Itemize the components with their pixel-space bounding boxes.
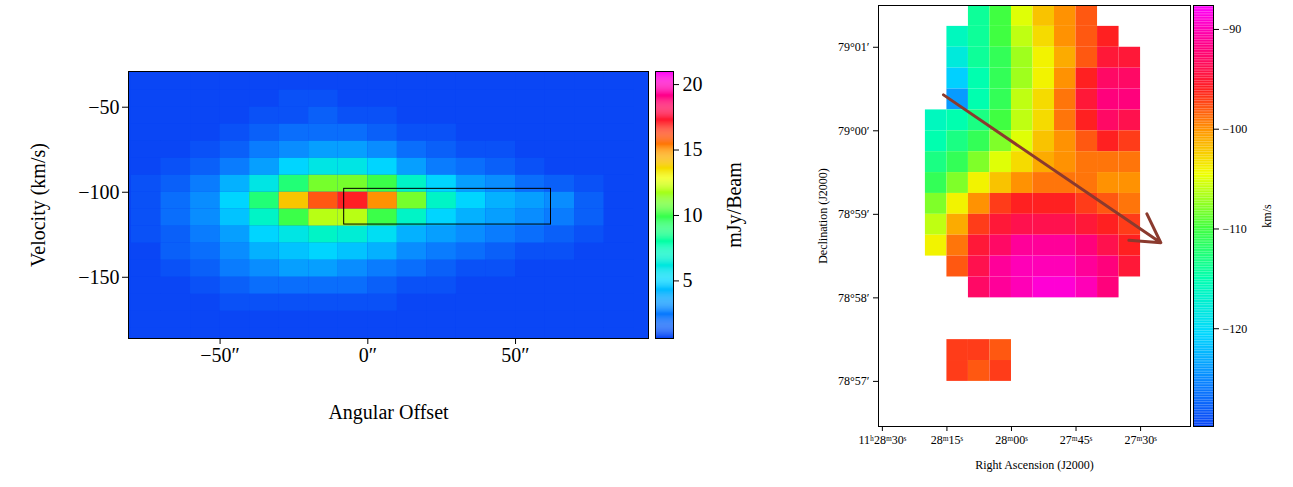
svg-text:78°57′: 78°57′ [838, 374, 870, 388]
svg-text:Declination (J2000): Declination (J2000) [816, 168, 830, 264]
svg-text:50″: 50″ [501, 344, 529, 366]
svg-text:10: 10 [683, 204, 703, 226]
svg-text:79°01′: 79°01′ [838, 40, 870, 54]
svg-text:−150: −150 [78, 266, 119, 288]
svg-text:mJy/Beam: mJy/Beam [723, 162, 746, 248]
svg-text:5: 5 [683, 269, 693, 291]
svg-text:km/s: km/s [1260, 204, 1274, 228]
svg-text:28ᵐ15ˢ: 28ᵐ15ˢ [931, 433, 964, 447]
svg-text:15: 15 [683, 138, 703, 160]
svg-text:−50″: −50″ [200, 344, 240, 366]
svg-text:−50: −50 [88, 96, 119, 118]
svg-text:−100: −100 [78, 181, 119, 203]
svg-text:79°00′: 79°00′ [838, 124, 870, 138]
svg-text:27ᵐ45ˢ: 27ᵐ45ˢ [1060, 433, 1093, 447]
svg-text:−90: −90 [1223, 22, 1242, 36]
svg-text:−100: −100 [1223, 122, 1248, 136]
svg-text:20: 20 [683, 73, 703, 95]
svg-text:78°59′: 78°59′ [838, 207, 870, 221]
svg-text:0″: 0″ [359, 344, 377, 366]
svg-text:−120: −120 [1223, 322, 1248, 336]
svg-text:11ʰ28ᵐ30ˢ: 11ʰ28ᵐ30ˢ [858, 433, 906, 447]
svg-text:Angular Offset: Angular Offset [328, 401, 449, 424]
svg-text:78°58′: 78°58′ [838, 291, 870, 305]
svg-text:28ᵐ00ˢ: 28ᵐ00ˢ [995, 433, 1028, 447]
svg-text:27ᵐ30ˢ: 27ᵐ30ˢ [1124, 433, 1157, 447]
svg-text:Velocity (km/s): Velocity (km/s) [27, 143, 50, 267]
svg-text:Right Ascension (J2000): Right Ascension (J2000) [975, 458, 1094, 472]
svg-text:−110: −110 [1223, 222, 1247, 236]
